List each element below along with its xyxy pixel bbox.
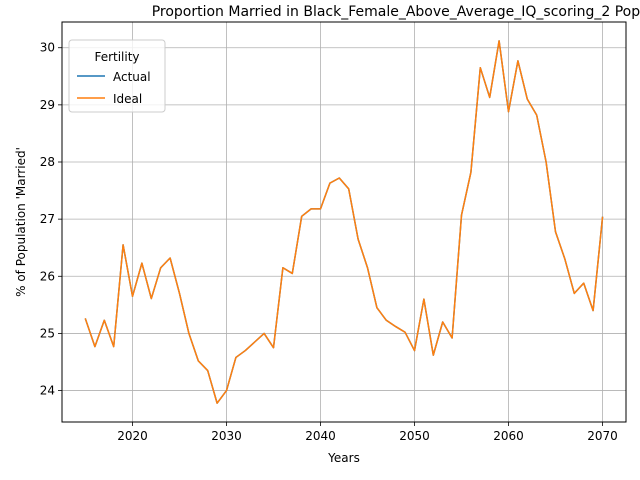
- legend-label-actual: Actual: [113, 70, 151, 84]
- y-tick-label: 24: [40, 384, 55, 398]
- x-axis-label: Years: [327, 451, 360, 465]
- chart-title: Proportion Married in Black_Female_Above…: [152, 4, 640, 20]
- x-tick-label: 2060: [493, 429, 524, 443]
- y-tick-label: 30: [40, 41, 55, 55]
- y-tick-label: 28: [40, 155, 55, 169]
- x-tick-label: 2020: [117, 429, 148, 443]
- y-tick-label: 27: [40, 212, 55, 226]
- y-tick-label: 26: [40, 269, 55, 283]
- y-axis-label: % of Population 'Married': [14, 147, 28, 297]
- y-tick-label: 25: [40, 326, 55, 340]
- x-tick-label: 2030: [211, 429, 242, 443]
- x-tick-label: 2050: [399, 429, 430, 443]
- legend-title: Fertility: [94, 50, 139, 64]
- legend-label-ideal: Ideal: [113, 92, 142, 106]
- x-tick-label: 2070: [587, 429, 618, 443]
- legend: Fertility Actual Ideal: [69, 40, 165, 112]
- y-tick-label: 29: [40, 98, 55, 112]
- x-tick-label: 2040: [305, 429, 336, 443]
